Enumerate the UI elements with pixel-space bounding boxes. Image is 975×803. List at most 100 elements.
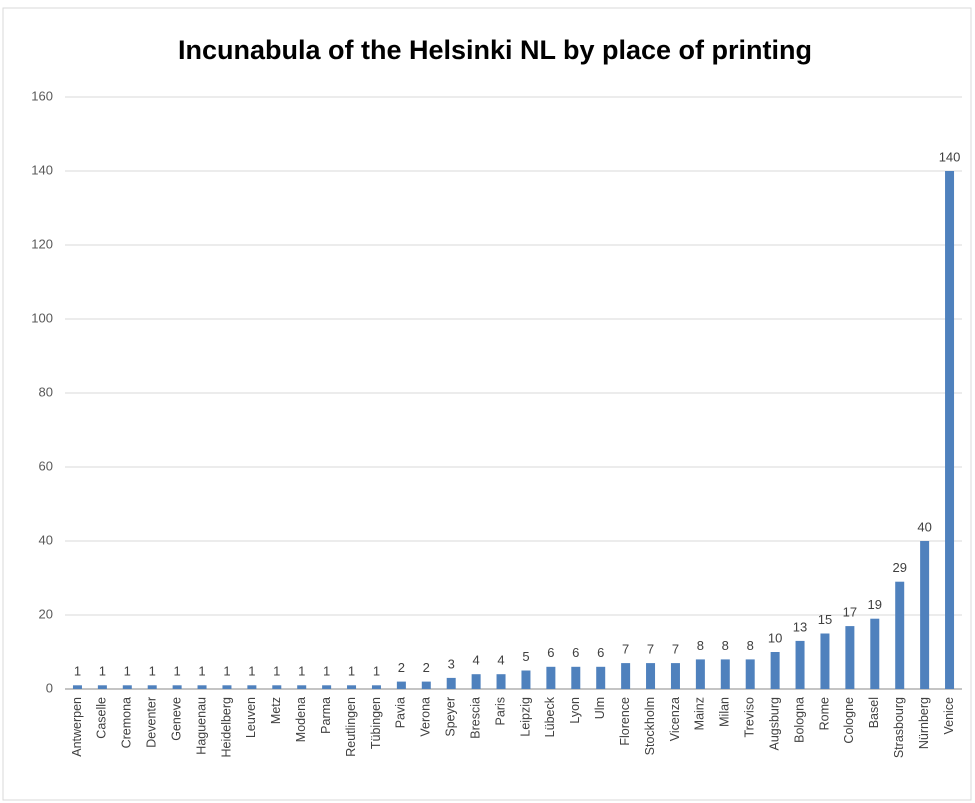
bar [670,663,680,689]
bar [496,674,506,689]
data-label: 7 [622,642,629,657]
bar [222,685,232,689]
bar [920,541,930,689]
data-label: 15 [818,612,832,627]
bar [172,685,182,689]
x-tick-label: Haguenau [194,697,208,755]
data-label: 8 [747,638,754,653]
x-tick-label: Ulm [593,697,607,719]
data-label: 8 [697,638,704,653]
data-label: 6 [597,645,604,660]
x-tick-label: Milan [718,697,732,727]
x-tick-label: Parma [319,697,333,734]
y-tick-label: 20 [39,606,53,621]
x-tick-label: Vicenza [668,697,682,741]
x-tick-label: Strasbourg [892,697,906,758]
bar [446,677,456,689]
data-label: 4 [473,653,480,668]
data-label: 10 [768,630,782,645]
bar [720,659,730,689]
x-tick-label: Venice [942,697,956,735]
y-tick-label: 0 [46,680,53,695]
data-label: 1 [248,664,255,679]
x-tick-label: Basel [867,697,881,728]
data-label: 1 [273,664,280,679]
bar [795,640,805,689]
bar [571,666,581,689]
x-tick-label: Tübingen [369,697,383,749]
x-tick-label: Verona [419,697,433,737]
data-label: 2 [398,660,405,675]
data-label: 1 [124,664,131,679]
data-label: 1 [74,664,81,679]
x-tick-label: Cremona [120,697,134,748]
x-tick-label: Pavia [394,697,408,728]
x-tick-label: Treviso [743,697,757,738]
x-tick-label: Speyer [444,697,458,737]
x-tick-label: Mainz [693,697,707,730]
data-label: 17 [843,605,857,620]
bar [895,581,905,689]
bar [396,681,406,689]
bar [421,681,431,689]
data-label: 6 [547,645,554,660]
bar [72,685,82,689]
x-tick-label: Bologna [792,697,806,743]
x-tick-label: Augsburg [767,697,781,751]
y-tick-label: 60 [39,458,53,473]
data-label: 6 [572,645,579,660]
chart-frame [2,7,972,801]
bar [820,633,830,689]
data-label: 1 [348,664,355,679]
x-tick-label: Florence [618,697,632,746]
data-label: 19 [868,597,882,612]
x-tick-label: Nürnberg [917,697,931,749]
data-label: 1 [149,664,156,679]
data-label: 140 [939,149,961,164]
bar [546,666,556,689]
bar [371,685,381,689]
data-label: 2 [423,660,430,675]
bar [945,171,955,689]
x-tick-label: Brescia [468,697,482,739]
x-tick-label: Stockholm [643,697,657,755]
bar [646,663,656,689]
bar [297,685,307,689]
x-tick-label: Lübeck [543,696,557,737]
x-tick-label: Antwerpen [70,697,84,757]
data-label: 1 [99,664,106,679]
data-label: 3 [448,656,455,671]
x-tick-label: Geneve [169,697,183,741]
y-tick-label: 120 [31,236,53,251]
y-tick-label: 40 [39,532,53,547]
data-label: 7 [647,642,654,657]
y-tick-label: 160 [31,88,53,103]
x-tick-label: Leuven [244,697,258,738]
x-tick-label: Rome [817,697,831,730]
chart-title: Incunabula of the Helsinki NL by place o… [178,35,812,65]
bar [596,666,606,689]
data-label: 8 [722,638,729,653]
data-label: 7 [672,642,679,657]
bar [197,685,207,689]
x-tick-label: Lyon [568,697,582,724]
bar [745,659,755,689]
x-tick-label: Caselle [95,697,109,739]
data-label: 5 [522,649,529,664]
data-label: 1 [298,664,305,679]
bar [347,685,357,689]
bar [97,685,107,689]
data-label: 1 [223,664,230,679]
x-tick-label: Cologne [842,697,856,744]
x-tick-label: Metz [269,697,283,724]
data-label: 40 [917,519,931,534]
bar [770,652,780,689]
x-tick-label: Paris [493,697,507,725]
data-label: 1 [323,664,330,679]
bar [695,659,705,689]
bar [322,685,332,689]
x-tick-label: Heidelberg [219,697,233,758]
x-tick-label: Deventer [145,697,159,748]
y-tick-label: 140 [31,162,53,177]
